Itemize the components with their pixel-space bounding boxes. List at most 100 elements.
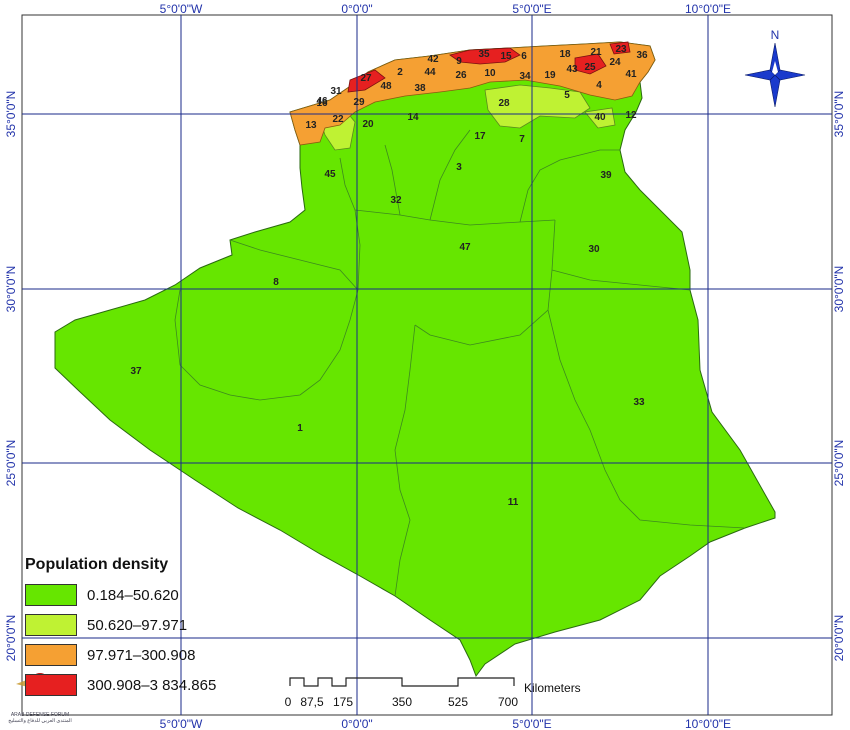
legend-swatch [25,584,77,606]
legend-item: 0.184–50.620 [25,580,270,610]
legend-title: Population density [25,556,169,573]
province-label: 15 [500,51,512,62]
province-label: 37 [130,366,142,377]
scale-bar: 0 87,5 175 350 525 700 Kilometers [285,677,581,709]
scale-tick: 175 [333,695,353,709]
province-label: 30 [588,244,600,255]
bottom-lon-label: 5°0'0"W [160,717,203,730]
province-label: 45 [324,169,336,180]
province-label: 29 [353,97,365,108]
province-label: 18 [559,49,571,60]
province-label: 25 [584,62,596,73]
left-lat-label: 20°0'0"N [4,615,18,662]
province-label: 2 [397,67,403,78]
right-lat-label: 35°0'0"N [832,91,846,138]
province-label: 24 [609,57,621,68]
top-lon-label: 10°0'0"E [685,2,731,16]
legend-item: 300.908–3 834.865 [25,670,270,700]
province-label: 34 [519,71,531,82]
province-label: 19 [544,70,556,81]
province-label: 32 [390,195,402,206]
province-label: 8 [273,277,279,288]
province-label: 39 [600,170,612,181]
bottom-lon-label: 0°0'0" [341,717,372,730]
province-label: 9 [456,56,462,67]
province-label: 40 [594,112,606,123]
province-label: 35 [478,49,490,60]
province-label: 31 [330,86,342,97]
province-label: 42 [427,54,439,65]
bottom-lon-labels: 5°0'0"W 0°0'0" 5°0'0"E 10°0'0"E [160,717,731,730]
province-label: 1 [297,423,303,434]
province-label: 38 [414,83,426,94]
legend-label: 300.908–3 834.865 [87,676,217,694]
province-label: 11 [508,497,519,508]
scale-tick: 87,5 [300,695,324,709]
province-label: 10 [484,68,496,79]
top-lon-label: 5°0'0"W [160,2,203,16]
high-density-zone [289,41,656,146]
province-label: 3 [456,162,462,173]
province-label: 47 [459,242,471,253]
compass-rose-icon [744,42,806,108]
province-label: 16 [316,98,328,109]
top-lon-label: 5°0'0"E [512,2,551,16]
left-lat-label: 35°0'0"N [4,91,18,138]
province-label: 43 [566,64,578,75]
scale-tick: 350 [392,695,412,709]
watermark-subtext: المنتدى العربي للدفاع والتسليح [8,718,72,724]
province-label: 44 [424,67,436,78]
province-label: 21 [590,47,602,58]
province-label: 13 [305,120,317,131]
top-lon-labels: 5°0'0"W 0°0'0" 5°0'0"E 10°0'0"E [160,2,731,16]
right-lat-label: 25°0'0"N [832,440,846,487]
very-high-density-zones [347,41,631,93]
province-label: 20 [362,119,374,130]
legend-item: 97.971–300.908 [25,640,270,670]
left-lat-label: 25°0'0"N [4,440,18,487]
legend-swatch [25,674,77,696]
bottom-lon-label: 10°0'0"E [685,717,731,730]
scale-tick: 525 [448,695,468,709]
watermark-text: ARAB DEFENSE FORUM [11,712,69,718]
province-label: 5 [564,90,570,101]
province-label: 6 [521,51,527,62]
legend: Population density 0.184–50.620 50.620–9… [25,556,270,700]
province-borders [174,129,746,597]
province-label: 36 [636,50,648,61]
province-label: 48 [380,81,392,92]
province-label: 4 [596,80,602,91]
province-label: 12 [625,110,637,121]
scale-tick: 0 [285,695,292,709]
legend-swatch [25,644,77,666]
province-label: 28 [498,98,510,109]
province-labels: 1 2 3 4 5 6 7 8 9 10 11 12 13 14 15 16 1… [130,44,648,508]
legend-item: 50.620–97.971 [25,610,270,640]
province-label: 41 [625,69,637,80]
north-label: N [771,28,780,42]
province-label: 22 [332,114,344,125]
scale-unit: Kilometers [524,681,581,695]
right-lat-label: 30°0'0"N [832,266,846,313]
top-lon-label: 0°0'0" [341,2,372,16]
province-label: 23 [615,44,627,55]
province-label: 26 [455,70,467,81]
legend-swatch [25,614,77,636]
legend-label: 97.971–300.908 [87,646,196,664]
province-label: 14 [407,112,419,123]
north-arrow: N [744,28,806,108]
province-label: 33 [633,397,645,408]
province-label: 27 [360,73,372,84]
left-lat-labels: 35°0'0"N 30°0'0"N 25°0'0"N 20°0'0"N [4,91,18,662]
right-lat-label: 20°0'0"N [832,615,846,662]
graticule [22,15,832,715]
right-lat-labels: 35°0'0"N 30°0'0"N 25°0'0"N 20°0'0"N [832,91,846,662]
province-label: 17 [474,131,486,142]
province-label: 7 [519,134,525,145]
legend-label: 0.184–50.620 [87,586,179,604]
legend-label: 50.620–97.971 [87,616,188,634]
bottom-lon-label: 5°0'0"E [512,717,551,730]
scale-tick: 700 [498,695,518,709]
left-lat-label: 30°0'0"N [4,266,18,313]
